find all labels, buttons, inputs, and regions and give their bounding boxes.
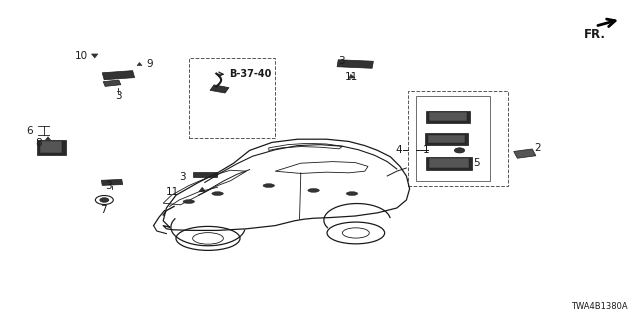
Polygon shape: [337, 60, 373, 68]
Polygon shape: [137, 62, 142, 66]
Text: 8: 8: [35, 138, 42, 148]
Text: FR.: FR.: [584, 28, 605, 41]
Polygon shape: [349, 74, 355, 78]
Polygon shape: [425, 133, 468, 145]
Text: 1: 1: [422, 145, 429, 156]
Polygon shape: [428, 135, 465, 143]
Text: 9: 9: [146, 59, 152, 69]
Text: TWA4B1380A: TWA4B1380A: [571, 302, 627, 311]
Ellipse shape: [308, 188, 319, 192]
Bar: [189, 58, 275, 138]
Polygon shape: [198, 187, 206, 192]
Bar: [408, 91, 508, 186]
Text: 11: 11: [166, 187, 179, 197]
Polygon shape: [193, 172, 217, 177]
Circle shape: [454, 148, 465, 153]
Text: 6: 6: [27, 125, 33, 136]
Polygon shape: [101, 180, 123, 185]
Text: 7: 7: [100, 204, 107, 215]
Text: 3: 3: [115, 91, 122, 101]
Circle shape: [100, 198, 109, 202]
Text: 4: 4: [396, 145, 402, 156]
Text: 3: 3: [179, 172, 186, 182]
Ellipse shape: [183, 200, 195, 204]
Polygon shape: [426, 157, 472, 170]
Text: 3: 3: [338, 56, 344, 66]
Polygon shape: [37, 140, 66, 155]
Text: 5: 5: [474, 158, 480, 168]
Ellipse shape: [346, 192, 358, 196]
Text: 11: 11: [345, 72, 358, 82]
Polygon shape: [514, 149, 536, 158]
Text: 2: 2: [534, 143, 541, 153]
Bar: [416, 96, 490, 181]
Polygon shape: [40, 141, 63, 153]
Polygon shape: [426, 111, 470, 123]
Ellipse shape: [212, 192, 223, 196]
Text: 3: 3: [106, 181, 112, 191]
Polygon shape: [102, 71, 134, 80]
Polygon shape: [103, 80, 121, 86]
Polygon shape: [429, 158, 469, 168]
Ellipse shape: [263, 184, 275, 188]
Text: 10: 10: [75, 51, 88, 61]
Text: B-37-40: B-37-40: [229, 69, 271, 79]
Polygon shape: [45, 137, 51, 140]
Polygon shape: [210, 85, 229, 93]
Polygon shape: [92, 54, 98, 58]
Polygon shape: [429, 112, 467, 121]
